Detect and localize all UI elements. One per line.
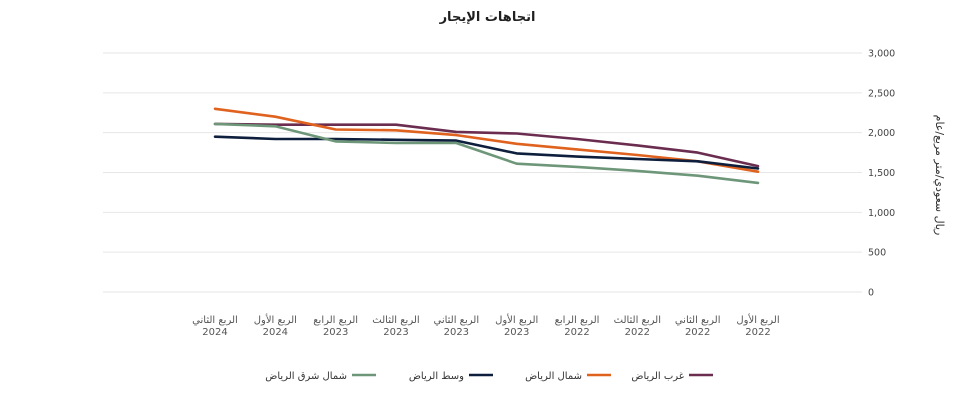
y-tick-label: 0 <box>868 288 874 299</box>
series-lines <box>213 107 760 185</box>
y-axis-label: ريال سعودي/متر مربع/عام <box>933 115 946 236</box>
x-category-year: 2023 <box>504 327 529 338</box>
x-category-year: 2023 <box>383 327 408 338</box>
legend-label: شمال شرق الرياض <box>265 371 347 382</box>
x-category-quarter: الربع الأول <box>495 313 538 326</box>
legend-label: وسط الرياض <box>409 371 464 382</box>
x-category-quarter: الربع الثالث <box>614 315 661 326</box>
x-category-quarter: الربع الثالث <box>372 315 419 326</box>
y-tick-label: 2,000 <box>868 128 895 139</box>
x-category-year: 2024 <box>202 327 227 338</box>
x-category-year: 2023 <box>323 327 348 338</box>
x-category-year: 2022 <box>685 327 710 338</box>
x-category-year: 2022 <box>745 327 770 338</box>
series-line <box>213 122 760 168</box>
x-category-quarter: الربع الثاني <box>434 315 480 326</box>
legend-item: شمال الرياض <box>525 371 611 382</box>
x-category-year: 2023 <box>444 327 469 338</box>
series-line <box>213 107 760 173</box>
legend-item: شمال شرق الرياض <box>265 371 376 382</box>
x-category-quarter: الربع الرابع <box>313 315 358 326</box>
x-category-quarter: الربع الرابع <box>555 315 600 326</box>
y-tick-label: 1,000 <box>868 208 895 219</box>
grid-lines <box>103 52 862 293</box>
x-category-year: 2022 <box>564 327 589 338</box>
x-category-quarter: الربع الأول <box>736 313 779 326</box>
x-category-quarter: الربع الأول <box>254 313 297 326</box>
legend-item: وسط الرياض <box>409 371 493 382</box>
x-category-year: 2024 <box>263 327 288 338</box>
x-category-year: 2022 <box>625 327 650 338</box>
y-tick-label: 500 <box>868 248 886 259</box>
y-tick-label: 3,000 <box>868 49 895 60</box>
legend-label: غرب الرياض <box>631 371 684 382</box>
x-category-quarter: الربع الثاني <box>675 315 721 326</box>
legend-item: غرب الرياض <box>631 371 713 382</box>
legend-label: شمال الرياض <box>525 371 582 382</box>
series-line <box>213 135 760 170</box>
y-axis-ticks: 0 500 1,000 1,500 2,000 2,500 3,000 <box>868 49 895 299</box>
x-category-quarter: الربع الثاني <box>192 315 238 326</box>
y-tick-label: 1,500 <box>868 168 895 179</box>
chart-title: اتجاهات الإيجار <box>439 10 536 25</box>
series-line <box>213 122 760 185</box>
y-tick-label: 2,500 <box>868 88 895 99</box>
legend: غرب الرياض شمال الرياض وسط الرياض شمال شرق … <box>265 371 713 382</box>
